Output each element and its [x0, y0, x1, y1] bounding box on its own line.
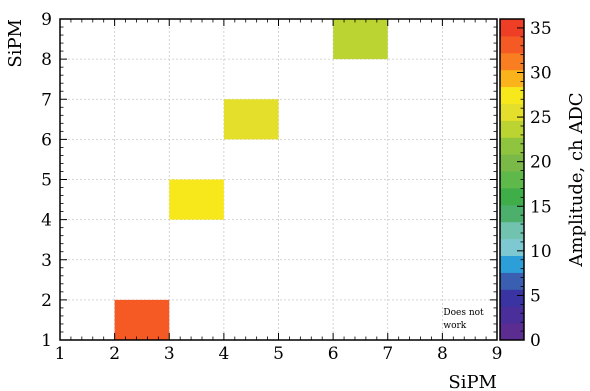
colorbar-tick-label: 35: [530, 19, 552, 39]
annotation-line: Does not: [443, 308, 484, 318]
axis-ticks: [59, 18, 498, 341]
y-tick-labels: 1 2 3 4 5 6 7 8 9: [41, 10, 52, 351]
colorbar-tick-label: 25: [530, 108, 552, 128]
colorbar-segment: [500, 306, 524, 324]
colorbar-segment: [500, 35, 524, 54]
colorbar-tick-label: 15: [530, 197, 552, 217]
colorbar-tick-labels: 0 5 10 15 20 25 30 35: [530, 19, 552, 351]
heatmap-cell: [333, 19, 388, 60]
x-tick-label: 5: [273, 344, 284, 364]
colorbar: [500, 19, 524, 341]
colorbar-segment: [500, 204, 524, 223]
x-axis-label: SiPM: [448, 372, 497, 391]
y-tick-label: 9: [41, 10, 52, 30]
y-tick-label: 5: [41, 171, 52, 191]
x-tick-label: 4: [218, 344, 229, 364]
y-tick-label: 7: [41, 90, 52, 110]
y-tick-label: 4: [41, 211, 52, 231]
colorbar-segment: [500, 69, 524, 88]
y-tick-label: 3: [41, 251, 52, 271]
colorbar-segment: [500, 187, 524, 206]
y-tick-label: 1: [41, 331, 52, 351]
heatmap-cell: [114, 299, 170, 340]
colorbar-segment: [500, 289, 524, 307]
y-tick-label: 8: [41, 50, 52, 70]
heatmap-cells: [114, 19, 388, 340]
colorbar-segment: [500, 103, 524, 121]
colorbar-segment: [500, 19, 524, 37]
colorbar-segment: [500, 255, 524, 273]
x-tick-labels: 1 2 3 4 5 6 7 8 9: [55, 344, 503, 364]
colorbar-segment: [500, 154, 524, 172]
annotation-line: work: [443, 321, 466, 331]
x-tick-label: 2: [109, 344, 120, 364]
colorbar-ticks: [517, 27, 524, 341]
colorbar-segment: [500, 86, 524, 104]
does-not-work-annotation: Does not work: [443, 308, 484, 331]
colorbar-label: Amplitude, ch ADC: [566, 92, 587, 267]
colorbar-segment: [500, 120, 524, 138]
y-tick-label: 6: [41, 130, 52, 150]
x-tick-label: 3: [164, 344, 175, 364]
x-tick-label: 7: [382, 344, 393, 364]
colorbar-tick-label: 0: [530, 331, 541, 351]
colorbar-segment: [500, 171, 524, 189]
x-tick-label: 8: [437, 344, 448, 364]
colorbar-tick-label: 20: [530, 153, 552, 173]
heatmap-cell: [169, 179, 224, 220]
colorbar-segment: [500, 221, 524, 240]
colorbar-segment: [500, 238, 524, 257]
colorbar-segment: [500, 52, 524, 71]
colorbar-tick-label: 5: [530, 286, 541, 306]
x-tick-label: 9: [492, 344, 503, 364]
x-tick-label: 1: [55, 344, 66, 364]
colorbar-segment: [500, 272, 524, 290]
x-tick-label: 6: [328, 344, 339, 364]
y-tick-label: 2: [41, 291, 52, 311]
colorbar-segment: [500, 137, 524, 155]
colorbar-tick-label: 10: [530, 242, 552, 262]
grid: [60, 19, 497, 340]
heatmap-cell: [223, 99, 279, 140]
y-axis-label: SiPM: [5, 19, 26, 68]
colorbar-segment: [500, 323, 524, 341]
colorbar-tick-label: 30: [530, 64, 552, 84]
